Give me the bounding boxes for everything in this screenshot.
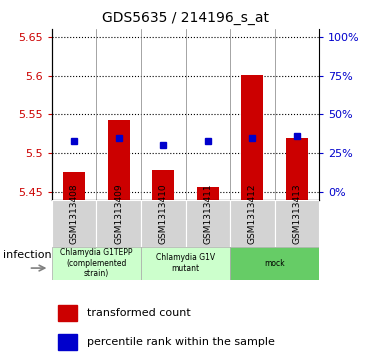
Bar xyxy=(96,200,141,247)
Text: percentile rank within the sample: percentile rank within the sample xyxy=(87,337,275,347)
Bar xyxy=(186,200,230,247)
Text: mock: mock xyxy=(264,259,285,268)
Bar xyxy=(52,247,141,280)
Text: Chlamydia G1TEPP
(complemented
strain): Chlamydia G1TEPP (complemented strain) xyxy=(60,248,133,278)
Bar xyxy=(230,200,275,247)
Bar xyxy=(230,247,319,280)
Bar xyxy=(141,200,186,247)
Bar xyxy=(275,200,319,247)
Text: GSM1313411: GSM1313411 xyxy=(203,184,212,245)
Bar xyxy=(52,200,96,247)
Bar xyxy=(58,305,78,321)
Text: Chlamydia G1V
mutant: Chlamydia G1V mutant xyxy=(156,253,215,273)
Bar xyxy=(58,334,78,350)
Bar xyxy=(286,138,308,200)
Bar xyxy=(152,170,174,200)
Text: GSM1313409: GSM1313409 xyxy=(114,184,123,245)
Bar xyxy=(141,247,230,280)
Title: GDS5635 / 214196_s_at: GDS5635 / 214196_s_at xyxy=(102,11,269,25)
Text: infection: infection xyxy=(3,250,51,260)
Bar xyxy=(63,172,85,200)
Text: transformed count: transformed count xyxy=(87,308,191,318)
Text: GSM1313412: GSM1313412 xyxy=(248,184,257,245)
Text: GSM1313410: GSM1313410 xyxy=(159,184,168,245)
Bar xyxy=(108,120,130,200)
Text: GSM1313408: GSM1313408 xyxy=(70,184,79,245)
Text: GSM1313413: GSM1313413 xyxy=(292,184,301,245)
Bar xyxy=(197,187,219,200)
Bar xyxy=(241,75,263,200)
